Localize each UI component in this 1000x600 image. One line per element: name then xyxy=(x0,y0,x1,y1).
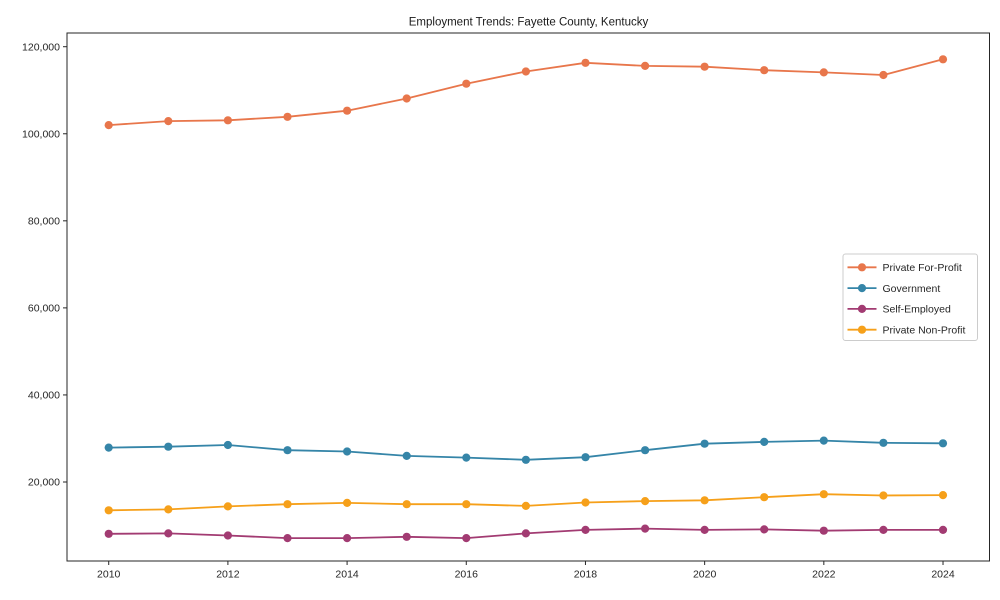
data-point-marker xyxy=(462,500,471,509)
legend-item-label: Private Non-Profit xyxy=(883,324,966,336)
data-point-marker xyxy=(402,94,411,103)
legend-marker-dot xyxy=(857,284,867,293)
series-private-for-profit xyxy=(104,55,948,130)
legend-item-private-non-profit: Private Non-Profit xyxy=(847,324,966,336)
legend-marker-dot xyxy=(857,304,867,313)
data-point-marker xyxy=(641,524,650,533)
data-point-marker xyxy=(641,497,650,506)
legend-item-label: Self-Employed xyxy=(883,304,951,316)
data-point-marker xyxy=(760,437,769,446)
x-tick-label: 2012 xyxy=(216,569,240,581)
x-tick-label: 2024 xyxy=(931,569,955,581)
data-point-marker xyxy=(581,525,590,535)
data-point-marker xyxy=(700,62,709,71)
legend-item-government: Government xyxy=(847,283,941,295)
x-tick-label: 2010 xyxy=(97,569,121,581)
legend-marker-dot xyxy=(857,325,867,334)
x-tick-label: 2022 xyxy=(812,569,836,581)
legend-box xyxy=(842,253,978,341)
x-axis: 2010 2012 2014 2016 2018 2020 2022 2024 xyxy=(97,561,955,581)
data-point-marker xyxy=(938,55,948,64)
legend-marker-dot xyxy=(857,263,867,272)
data-point-marker xyxy=(879,438,888,447)
legend-item-private-for-profit: Private For-Profit xyxy=(847,262,962,274)
data-point-marker xyxy=(938,525,948,535)
data-point-marker xyxy=(819,68,828,77)
data-point-marker xyxy=(581,498,590,507)
data-point-marker xyxy=(343,106,352,115)
y-tick-label: 80,000 xyxy=(28,216,60,228)
data-point-marker xyxy=(223,116,232,125)
x-tick-label: 2018 xyxy=(574,569,598,581)
data-point-marker xyxy=(938,491,948,500)
x-tick-label: 2020 xyxy=(693,569,717,581)
data-point-marker xyxy=(760,493,769,502)
data-point-marker xyxy=(104,121,113,130)
data-point-marker xyxy=(819,526,828,535)
data-point-marker xyxy=(462,453,471,462)
data-point-marker xyxy=(283,534,292,543)
x-tick-label: 2014 xyxy=(335,569,359,581)
legend-item-label: Private For-Profit xyxy=(883,262,962,274)
chart-title: Employment Trends: Fayette County, Kentu… xyxy=(409,17,649,29)
data-point-marker xyxy=(879,491,888,500)
data-point-marker xyxy=(521,67,531,76)
data-point-marker xyxy=(879,525,888,535)
y-tick-label: 20,000 xyxy=(28,477,60,489)
series-self-employed xyxy=(104,524,948,543)
y-tick-label: 60,000 xyxy=(28,303,60,315)
data-point-marker xyxy=(700,439,709,448)
data-point-marker xyxy=(223,502,232,511)
data-point-marker xyxy=(760,525,769,534)
data-point-marker xyxy=(164,117,173,126)
data-point-marker xyxy=(819,490,828,499)
data-point-marker xyxy=(521,529,531,538)
plot-area: 20,00040,00060,00080,000100,000120,00020… xyxy=(22,32,990,581)
legend: Private For-Profit Government Self-Employe… xyxy=(842,253,978,341)
axes-box xyxy=(66,32,990,562)
data-point-marker xyxy=(104,506,113,515)
data-point-marker xyxy=(104,443,113,452)
data-point-marker xyxy=(164,442,173,451)
data-point-marker xyxy=(402,532,411,541)
y-tick-label: 120,000 xyxy=(22,41,60,53)
data-point-marker xyxy=(700,525,709,535)
data-point-marker xyxy=(223,531,232,540)
legend-item-self-employed: Self-Employed xyxy=(847,304,951,316)
x-tick-label: 2016 xyxy=(455,569,479,581)
data-point-marker xyxy=(402,500,411,509)
data-point-marker xyxy=(938,439,948,448)
data-point-marker xyxy=(462,79,471,88)
data-point-marker xyxy=(343,534,352,543)
data-point-marker xyxy=(819,436,828,445)
legend-item-label: Government xyxy=(883,283,941,295)
data-point-marker xyxy=(581,58,590,67)
y-tick-label: 100,000 xyxy=(22,128,60,140)
data-point-marker xyxy=(521,455,531,464)
data-point-marker xyxy=(283,112,292,121)
data-point-marker xyxy=(223,440,232,450)
data-point-marker xyxy=(641,446,650,455)
data-point-marker xyxy=(879,70,888,80)
data-point-marker xyxy=(164,529,173,538)
data-point-marker xyxy=(581,453,590,462)
y-tick-label: 40,000 xyxy=(28,390,60,402)
data-point-marker xyxy=(760,66,769,75)
data-point-marker xyxy=(402,451,411,460)
data-point-marker xyxy=(462,534,471,543)
data-point-marker xyxy=(343,498,352,507)
data-point-marker xyxy=(521,501,531,510)
series-private-non-profit xyxy=(104,490,948,515)
data-point-marker xyxy=(641,61,650,70)
data-point-marker xyxy=(164,505,173,514)
data-point-marker xyxy=(283,446,292,455)
data-point-marker xyxy=(104,529,113,538)
series-government xyxy=(104,436,948,464)
data-point-marker xyxy=(700,496,709,505)
data-point-marker xyxy=(343,447,352,456)
y-axis: 20,000 40,000 60,000 80,000 100,000 120,000 xyxy=(22,41,67,489)
data-point-marker xyxy=(283,500,292,509)
